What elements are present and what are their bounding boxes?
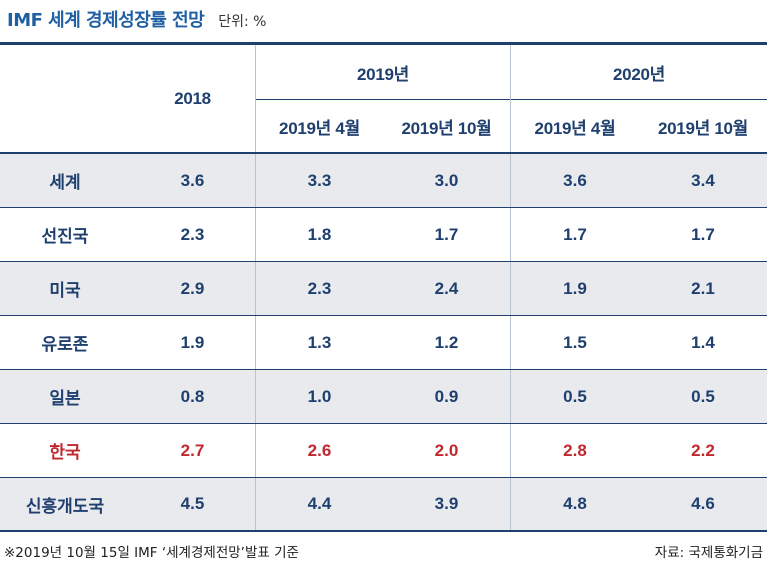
value-2018: 2.9 bbox=[180, 278, 205, 298]
table-row: 세계 3.6 3.3 3.0 3.6 3.4 bbox=[0, 154, 767, 208]
value-2020-apr: 1.9 bbox=[563, 278, 587, 298]
column-divider bbox=[255, 262, 256, 315]
header-divider bbox=[510, 45, 511, 152]
column-divider bbox=[255, 316, 256, 369]
table-top-rule bbox=[0, 42, 767, 45]
value-2018: 1.9 bbox=[180, 332, 205, 352]
row-label: 미국 bbox=[49, 281, 81, 301]
value-2019-apr: 4.4 bbox=[307, 494, 332, 513]
value-2020-apr: 4.8 bbox=[563, 494, 587, 513]
table-body: 세계 3.6 3.3 3.0 3.6 3.4 선진국 2.3 1.8 1.7 1… bbox=[0, 154, 767, 532]
title-row: IMF 세계 경제성장률 전망 단위: % bbox=[7, 6, 267, 31]
value-2019-apr: 1.0 bbox=[307, 386, 332, 406]
footnote: ※2019년 10월 15일 IMF ‘세계경제전망’발표 기준 bbox=[4, 545, 299, 561]
footer: ※2019년 10월 15일 IMF ‘세계경제전망’발표 기준 자료: 국제통… bbox=[4, 541, 763, 561]
value-2020-apr: 0.5 bbox=[563, 386, 587, 406]
column-divider bbox=[510, 424, 511, 477]
value-2020-oct: 4.6 bbox=[691, 494, 715, 513]
unit-label: 단위: % bbox=[218, 14, 267, 30]
value-2018: 0.8 bbox=[180, 386, 205, 406]
header-bottom-rule bbox=[0, 152, 767, 154]
column-divider bbox=[510, 370, 511, 423]
table-row: 선진국 2.3 1.8 1.7 1.7 1.7 bbox=[0, 208, 767, 262]
value-2019-oct: 3.9 bbox=[434, 494, 459, 513]
value-2018: 2.7 bbox=[180, 440, 205, 460]
column-divider bbox=[510, 316, 511, 369]
row-label: 세계 bbox=[49, 173, 81, 193]
value-2020-apr: 3.6 bbox=[563, 170, 587, 190]
header-2019-apr: 2019년 4월 bbox=[279, 118, 360, 138]
column-divider bbox=[255, 424, 256, 477]
value-2019-apr: 1.8 bbox=[307, 224, 332, 244]
value-2018: 4.5 bbox=[180, 494, 205, 513]
row-label: 유로존 bbox=[41, 335, 89, 355]
column-divider bbox=[255, 370, 256, 423]
page-title: IMF 세계 경제성장률 전망 bbox=[7, 10, 205, 31]
value-2019-oct: 1.7 bbox=[434, 224, 459, 244]
table-row: 일본 0.8 1.0 0.9 0.5 0.5 bbox=[0, 370, 767, 424]
value-2020-oct: 1.4 bbox=[691, 332, 715, 352]
value-2019-oct: 2.4 bbox=[434, 278, 459, 298]
value-2020-apr: 1.7 bbox=[563, 224, 587, 244]
table-header: 2018 2019년 2020년 2019년 4월 2019년 10월 2019… bbox=[0, 45, 767, 152]
column-divider bbox=[510, 154, 511, 207]
source-note: 자료: 국제통화기금 bbox=[654, 545, 763, 561]
value-2020-oct: 2.1 bbox=[691, 278, 715, 298]
column-divider bbox=[510, 208, 511, 261]
header-group-2019: 2019년 bbox=[357, 64, 409, 84]
value-2020-oct: 3.4 bbox=[691, 170, 715, 190]
value-2019-oct: 0.9 bbox=[434, 386, 459, 406]
row-label: 신흥개도국 bbox=[25, 496, 105, 517]
value-2018: 3.6 bbox=[180, 170, 205, 190]
row-label: 선진국 bbox=[41, 227, 89, 247]
table-row-highlighted: 한국 2.7 2.6 2.0 2.8 2.2 bbox=[0, 424, 767, 478]
value-2019-apr: 2.6 bbox=[307, 440, 332, 460]
header-2020-apr: 2019년 4월 bbox=[534, 118, 616, 138]
value-2020-oct: 2.2 bbox=[691, 440, 715, 460]
header-group-2020: 2020년 bbox=[613, 64, 665, 84]
value-2019-oct: 2.0 bbox=[434, 440, 459, 460]
value-2019-apr: 2.3 bbox=[307, 278, 332, 298]
value-2019-apr: 1.3 bbox=[307, 332, 332, 352]
table-row: 미국 2.9 2.3 2.4 1.9 2.1 bbox=[0, 262, 767, 316]
value-2018: 2.3 bbox=[180, 224, 205, 244]
header-group-rule bbox=[256, 99, 767, 100]
column-divider bbox=[255, 478, 256, 530]
column-divider bbox=[255, 208, 256, 261]
row-label: 일본 bbox=[49, 389, 81, 409]
column-divider bbox=[510, 478, 511, 530]
header-divider bbox=[255, 45, 256, 152]
value-2019-apr: 3.3 bbox=[307, 170, 332, 190]
value-2020-apr: 2.8 bbox=[563, 440, 587, 460]
value-2020-oct: 1.7 bbox=[691, 224, 715, 244]
column-divider bbox=[510, 262, 511, 315]
value-2019-oct: 3.0 bbox=[434, 170, 459, 190]
table-row: 유로존 1.9 1.3 1.2 1.5 1.4 bbox=[0, 316, 767, 370]
value-2020-oct: 0.5 bbox=[691, 386, 715, 406]
header-2019-oct: 2019년 10월 bbox=[401, 118, 492, 138]
value-2020-apr: 1.5 bbox=[563, 332, 587, 352]
header-2018: 2018 bbox=[174, 88, 211, 108]
value-2019-oct: 1.2 bbox=[434, 332, 459, 352]
table-row: 신흥개도국 4.5 4.4 3.9 4.8 4.6 bbox=[0, 478, 767, 532]
header-2020-oct: 2019년 10월 bbox=[657, 118, 749, 138]
row-label: 한국 bbox=[49, 443, 81, 463]
column-divider bbox=[255, 154, 256, 207]
